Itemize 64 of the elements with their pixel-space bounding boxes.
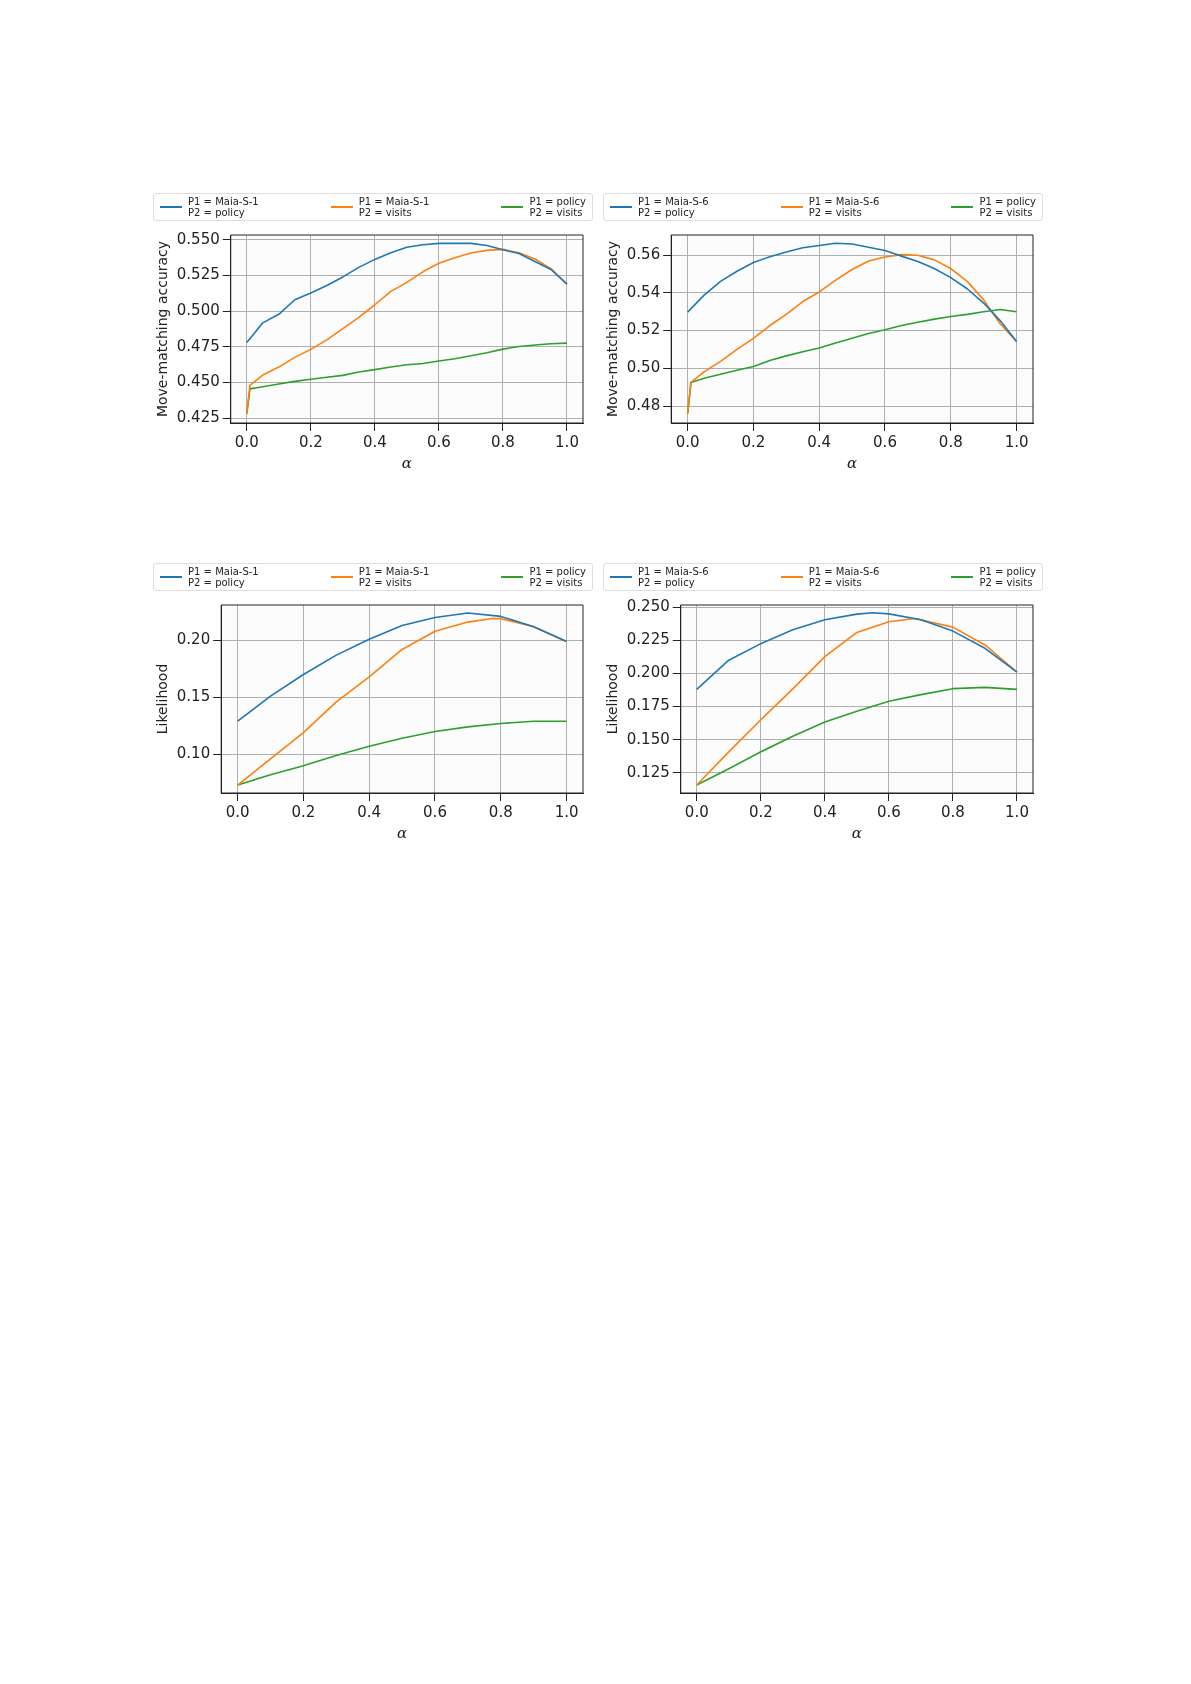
x-tick-label: 0.2 — [741, 432, 766, 451]
y-tick-label: 0.10 — [176, 744, 211, 763]
legend-label: P1 = Maia-S-6 P2 = policy — [638, 196, 709, 218]
legend-label: P1 = Maia-S-1 P2 = visits — [358, 566, 430, 588]
x-tick-label: 0.2 — [748, 802, 773, 821]
x-axis-title: α — [397, 823, 408, 842]
x-tick-label: 1.0 — [1004, 432, 1029, 451]
legend-label: P1 = Maia-S-6 P2 = visits — [808, 196, 880, 218]
y-axis-title: Likelihood — [604, 663, 621, 735]
x-tick-label: 0.0 — [684, 802, 709, 821]
y-tick-label: 0.250 — [626, 597, 670, 616]
legend-label: P1 = Maia-S-1 P2 = visits — [358, 196, 430, 218]
x-tick-label: 0.8 — [491, 432, 515, 451]
x-tick-label: 0.2 — [291, 802, 316, 821]
legend-label: P1 = policy P2 = visits — [529, 196, 586, 218]
x-tick-label: 0.4 — [362, 432, 387, 451]
x-tick-label: 1.0 — [555, 432, 579, 451]
legend-label: P1 = policy P2 = visits — [979, 566, 1036, 588]
legend-label: P1 = Maia-S-6 P2 = visits — [808, 566, 880, 588]
y-tick-label: 0.48 — [626, 395, 661, 414]
y-tick-label: 0.150 — [626, 729, 670, 748]
y-tick-label: 0.200 — [626, 663, 670, 682]
x-tick-label: 0.4 — [807, 432, 832, 451]
x-tick-label: 0.8 — [938, 432, 963, 451]
x-tick-label: 0.4 — [812, 802, 837, 821]
y-tick-label: 0.52 — [626, 320, 661, 339]
x-tick-label: 0.2 — [298, 432, 323, 451]
x-tick-label: 1.0 — [1005, 802, 1029, 821]
x-tick-label: 0.6 — [423, 802, 447, 821]
x-tick-label: 0.4 — [357, 802, 382, 821]
y-tick-label: 0.525 — [176, 265, 220, 284]
y-tick-label: 0.175 — [626, 696, 670, 715]
x-tick-label: 0.0 — [675, 432, 700, 451]
legend-label: P1 = Maia-S-1 P2 = policy — [188, 566, 259, 588]
x-tick-label: 1.0 — [554, 802, 579, 821]
y-tick-label: 0.225 — [626, 630, 670, 649]
y-tick-label: 0.125 — [626, 762, 670, 781]
y-tick-label: 0.50 — [626, 358, 661, 377]
x-axis-title: α — [847, 453, 858, 472]
x-tick-label: 0.0 — [234, 432, 259, 451]
y-tick-label: 0.500 — [176, 301, 220, 320]
x-tick-label: 0.6 — [876, 802, 901, 821]
x-tick-label: 0.6 — [873, 432, 897, 451]
y-tick-label: 0.20 — [176, 630, 211, 649]
x-axis-title: α — [851, 823, 862, 842]
x-tick-label: 0.8 — [488, 802, 513, 821]
legend-label: P1 = policy P2 = visits — [529, 566, 586, 588]
y-tick-label: 0.425 — [176, 408, 220, 427]
y-axis-title: Likelihood — [154, 663, 171, 735]
x-tick-label: 0.0 — [225, 802, 250, 821]
y-tick-label: 0.54 — [626, 282, 661, 301]
y-tick-label: 0.450 — [176, 372, 220, 391]
y-axis-title: Move-matching accuracy — [154, 240, 171, 418]
y-tick-label: 0.475 — [176, 336, 220, 355]
y-axis-title: Move-matching accuracy — [604, 240, 621, 418]
x-axis-title: α — [401, 453, 412, 472]
y-tick-label: 0.56 — [626, 245, 661, 264]
x-tick-label: 0.8 — [941, 802, 965, 821]
legend-label: P1 = policy P2 = visits — [979, 196, 1036, 218]
y-tick-label: 0.550 — [176, 229, 220, 248]
legend-label: P1 = Maia-S-1 P2 = policy — [188, 196, 259, 218]
y-tick-label: 0.15 — [176, 687, 211, 706]
legend-label: P1 = Maia-S-6 P2 = policy — [638, 566, 709, 588]
x-tick-label: 0.6 — [426, 432, 451, 451]
